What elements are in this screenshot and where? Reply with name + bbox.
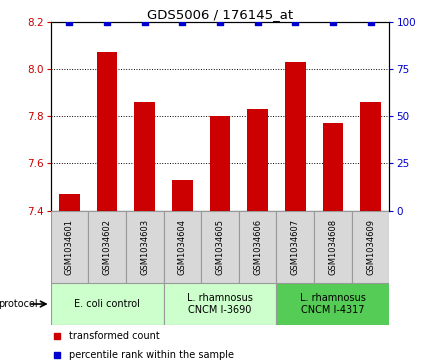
Text: transformed count: transformed count <box>69 331 160 340</box>
Bar <box>172 180 193 211</box>
Point <box>292 19 299 25</box>
Text: GSM1034602: GSM1034602 <box>103 219 112 275</box>
Bar <box>352 211 389 283</box>
Bar <box>314 211 352 283</box>
Title: GDS5006 / 176145_at: GDS5006 / 176145_at <box>147 8 293 21</box>
Point <box>179 19 186 25</box>
Bar <box>51 211 88 283</box>
Point <box>54 333 61 338</box>
Text: GSM1034606: GSM1034606 <box>253 219 262 275</box>
Bar <box>164 283 276 325</box>
Bar <box>285 62 306 211</box>
Text: GSM1034607: GSM1034607 <box>291 219 300 275</box>
Text: GSM1034601: GSM1034601 <box>65 219 74 275</box>
Bar <box>88 211 126 283</box>
Point <box>216 19 224 25</box>
Text: GSM1034608: GSM1034608 <box>328 219 337 275</box>
Bar <box>51 283 164 325</box>
Text: E. coli control: E. coli control <box>74 299 140 309</box>
Point <box>103 19 110 25</box>
Text: L. rhamnosus
CNCM I-4317: L. rhamnosus CNCM I-4317 <box>300 293 366 315</box>
Bar <box>164 211 201 283</box>
Bar <box>97 52 117 211</box>
Text: GSM1034603: GSM1034603 <box>140 219 149 275</box>
Point <box>367 19 374 25</box>
Text: protocol: protocol <box>0 299 37 309</box>
Bar <box>134 102 155 211</box>
Text: GSM1034605: GSM1034605 <box>216 219 224 275</box>
Point <box>54 352 61 358</box>
Bar <box>276 283 389 325</box>
Bar <box>247 109 268 211</box>
Text: GSM1034609: GSM1034609 <box>366 219 375 275</box>
Text: L. rhamnosus
CNCM I-3690: L. rhamnosus CNCM I-3690 <box>187 293 253 315</box>
Text: GSM1034604: GSM1034604 <box>178 219 187 275</box>
Bar <box>209 116 231 211</box>
Bar <box>276 211 314 283</box>
Bar <box>201 211 239 283</box>
Text: percentile rank within the sample: percentile rank within the sample <box>69 350 234 360</box>
Point <box>254 19 261 25</box>
Bar <box>59 194 80 211</box>
Bar <box>323 123 343 211</box>
Bar <box>360 102 381 211</box>
Bar <box>239 211 276 283</box>
Point <box>141 19 148 25</box>
Point <box>66 19 73 25</box>
Point <box>330 19 337 25</box>
Bar <box>126 211 164 283</box>
